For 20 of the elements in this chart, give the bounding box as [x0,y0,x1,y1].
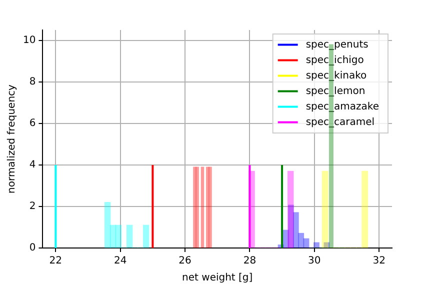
x-axis-title: net weight [g] [182,272,253,284]
y-tick-label: 4 [29,160,36,171]
x-tick-label: 26 [178,256,192,267]
legend-label: spec_caramel [306,116,375,128]
x-tick-label: 30 [308,256,321,267]
y-tick-label: 0 [29,242,36,254]
x-tick-label: 32 [372,256,386,267]
x-tick-label: 24 [114,256,127,267]
y-tick-label: 2 [29,201,36,212]
legend-label: spec_ichigo [306,54,364,66]
x-tick-label: 22 [49,256,62,267]
x-tick-label: 28 [243,256,256,267]
legend-label: spec_penuts [306,39,368,50]
y-axis-title: normalized frequency [6,84,18,194]
legend-label: spec_kinako [306,70,367,82]
y-tick-label: 10 [22,34,36,46]
legend-label: spec_lemon [306,86,366,97]
legend-label: spec_amazake [306,101,380,112]
y-tick-label: 8 [29,76,36,88]
y-tick-label: 6 [29,118,36,130]
